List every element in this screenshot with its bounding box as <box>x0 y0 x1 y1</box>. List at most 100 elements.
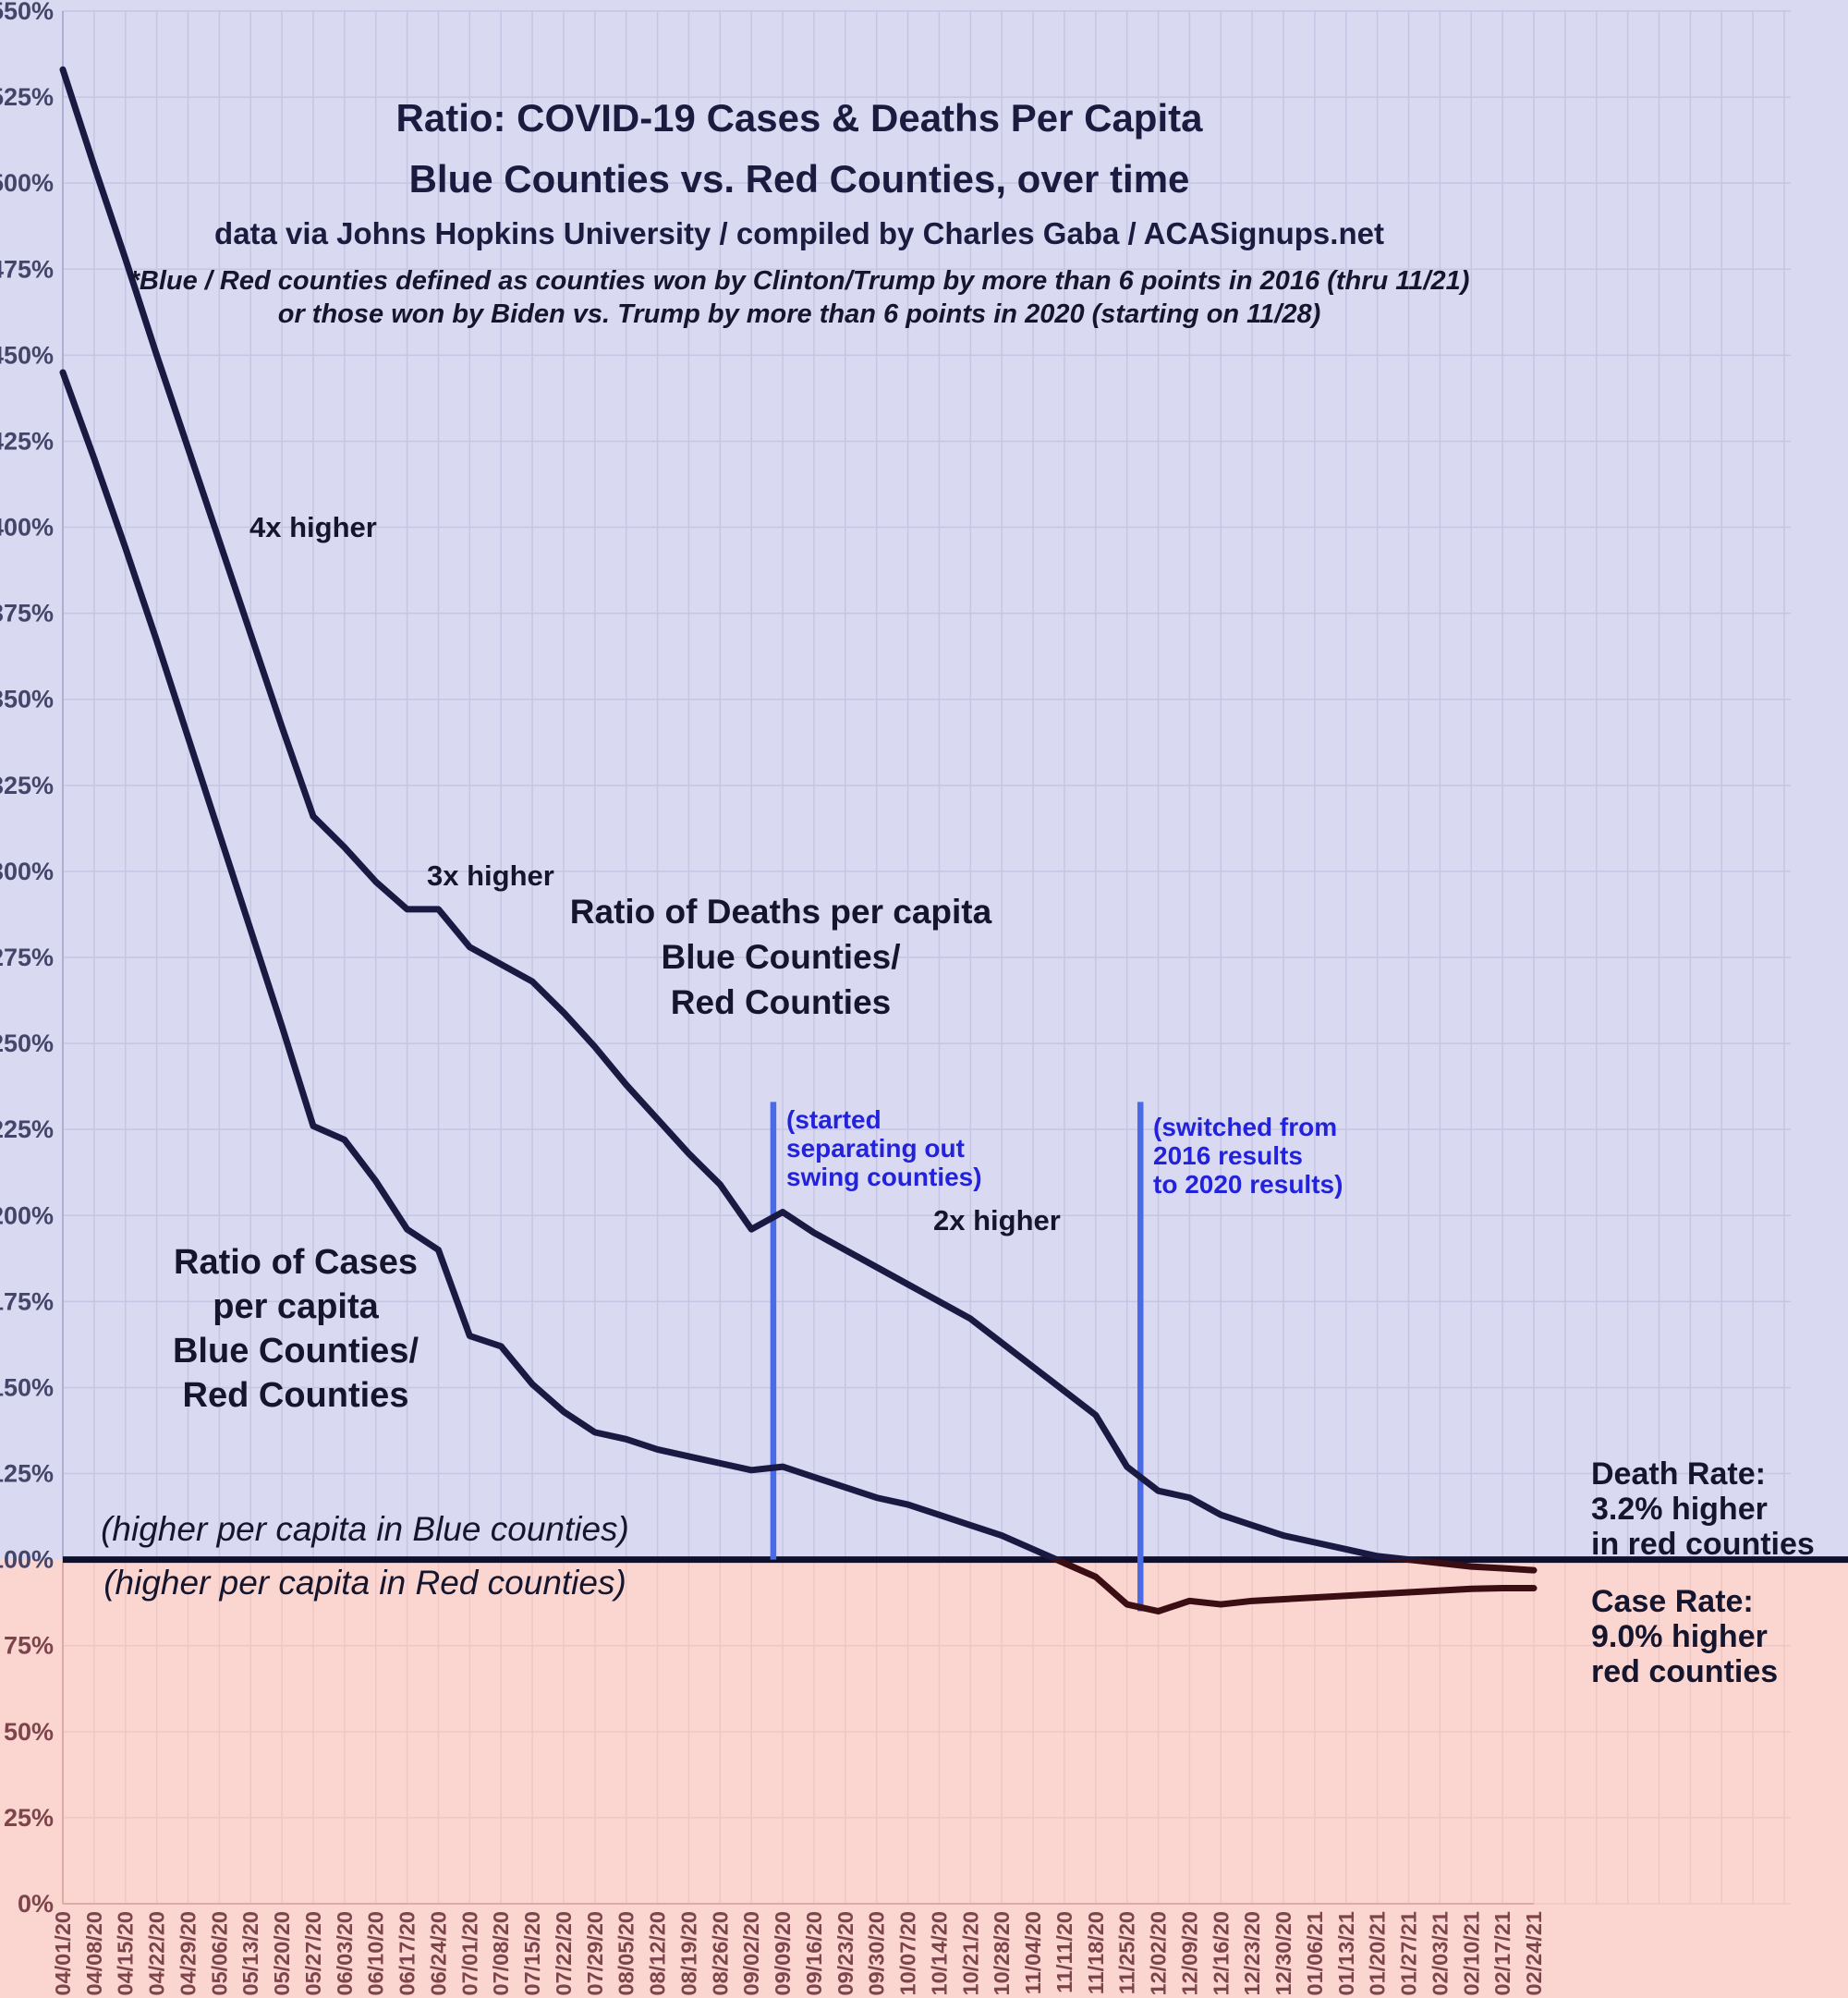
y-axis-tick-label: 75% <box>4 1632 54 1660</box>
x-axis-tick-label: 04/01/20 <box>51 1911 75 1995</box>
marker1-line1: (started <box>786 1105 881 1134</box>
marker2-annotation: (switched from 2016 results to 2020 resu… <box>1153 1113 1343 1199</box>
cases-series-label-line1: Ratio of Cases <box>174 1243 418 1282</box>
x-axis-tick-label: 01/20/21 <box>1366 1911 1390 1995</box>
x-axis-tick-label: 04/15/20 <box>114 1911 138 1995</box>
x-axis-tick-label: 02/10/21 <box>1459 1911 1483 1995</box>
y-axis-tick-label: 500% <box>0 169 54 197</box>
x-axis-tick-label: 05/27/20 <box>301 1911 325 1995</box>
x-axis-tick-label: 11/04/20 <box>1021 1911 1045 1994</box>
x-axis-tick-label: 07/08/20 <box>489 1911 513 1995</box>
y-axis-tick-label: 225% <box>0 1115 54 1143</box>
y-axis-tick-label: 300% <box>0 858 54 885</box>
y-axis-tick-label: 0% <box>18 1890 54 1918</box>
higher-in-blue-label: (higher per capita in Blue counties) <box>101 1510 629 1548</box>
x-axis-tick-label: 01/06/21 <box>1303 1911 1327 1995</box>
x-axis-tick-label: 09/09/20 <box>771 1911 795 1995</box>
cases-series-label-line4: Red Counties <box>182 1376 409 1415</box>
x-axis-tick-label: 07/15/20 <box>520 1911 544 1995</box>
annotation-2x-higher: 2x higher <box>933 1204 1061 1237</box>
x-axis-tick-label: 01/13/21 <box>1334 1911 1358 1995</box>
x-axis-tick-label: 02/17/21 <box>1490 1911 1514 1995</box>
x-axis-tick-label: 02/03/21 <box>1428 1911 1452 1995</box>
marker1-line2: separating out <box>786 1134 965 1163</box>
cases-ratio-line <box>59 369 1065 1560</box>
x-axis-tick-label: 06/17/20 <box>395 1911 419 1995</box>
case-rate-line2: 9.0% higher <box>1591 1619 1768 1654</box>
y-axis-tick-label: 200% <box>0 1201 54 1229</box>
chart-note-line2: or those won by Biden vs. Trump by more … <box>277 299 1321 329</box>
x-axis-tick-label: 08/19/20 <box>676 1911 700 1995</box>
marker2-line1: (switched from <box>1153 1113 1338 1141</box>
deaths-series-label: Ratio of Deaths per capita Blue Counties… <box>550 889 1012 1025</box>
x-axis-tick-label: 09/30/20 <box>865 1911 889 1995</box>
cases-ratio-line <box>1048 1559 1538 1614</box>
y-axis-tick-label: 150% <box>0 1373 54 1401</box>
x-axis-tick-label: 12/09/20 <box>1177 1911 1201 1995</box>
bg-red-region <box>0 1559 1848 1998</box>
death-rate-callout: Death Rate: 3.2% higher in red counties <box>1591 1456 1815 1562</box>
x-axis-tick-label: 04/08/20 <box>82 1911 106 1995</box>
annotation-4x-higher: 4x higher <box>249 511 377 543</box>
x-axis-tick-label: 08/12/20 <box>646 1911 670 1995</box>
higher-in-red-label: (higher per capita in Red counties) <box>103 1564 626 1602</box>
x-axis-tick-label: 10/07/20 <box>896 1911 920 1995</box>
y-axis-tick-label: 525% <box>0 83 54 111</box>
y-axis-tick-label: 375% <box>0 600 54 627</box>
cases-series-label-line3: Blue Counties/ <box>172 1332 419 1371</box>
x-axis-tick-label: 09/16/20 <box>802 1911 826 1995</box>
x-axis-tick-label: 05/20/20 <box>270 1911 294 1995</box>
x-axis-tick-label: 09/23/20 <box>833 1911 857 1995</box>
x-axis-tick-label: 08/05/20 <box>614 1911 638 1995</box>
death-rate-line3: in red counties <box>1591 1527 1815 1562</box>
case-rate-callout: Case Rate: 9.0% higher red counties <box>1591 1584 1778 1689</box>
x-axis-tick-label: 08/26/20 <box>708 1911 732 1995</box>
x-axis-tick-label: 11/25/20 <box>1115 1911 1139 1994</box>
y-axis-tick-label: 250% <box>0 1029 54 1057</box>
x-axis-tick-label: 06/10/20 <box>364 1911 388 1995</box>
x-axis-tick-label: 04/29/20 <box>176 1911 200 1995</box>
bg-blue-region <box>0 0 1848 1560</box>
x-axis-tick-label: 07/29/20 <box>583 1911 607 1995</box>
chart-note-line1: *Blue / Red counties defined as counties… <box>128 266 1470 296</box>
x-axis-tick-label: 02/24/21 <box>1522 1911 1546 1995</box>
x-axis-tick-label: 10/28/20 <box>990 1911 1014 1995</box>
x-axis-tick-label: 12/16/20 <box>1209 1911 1233 1995</box>
x-axis-tick-label: 07/22/20 <box>552 1911 576 1995</box>
x-axis-tick-label: 12/30/20 <box>1271 1911 1295 1995</box>
deaths-series-label-line3: Red Counties <box>670 983 892 1021</box>
y-axis-tick-label: 475% <box>0 255 54 283</box>
x-axis-tick-label: 12/23/20 <box>1240 1911 1264 1995</box>
deaths-ratio-line <box>59 66 1439 1560</box>
y-axis-tick-label: 550% <box>0 0 54 25</box>
y-axis-tick-label: 275% <box>0 944 54 971</box>
death-rate-line2: 3.2% higher <box>1591 1492 1768 1527</box>
marker2-line3: to 2020 results) <box>1153 1170 1343 1199</box>
marker1-line3: swing counties) <box>786 1163 982 1191</box>
x-axis-tick-label: 10/14/20 <box>927 1911 951 1995</box>
chart-title-line3: data via Johns Hopkins University / comp… <box>214 216 1384 250</box>
case-rate-line3: red counties <box>1591 1654 1779 1689</box>
x-axis-tick-label: 04/22/20 <box>145 1911 169 1995</box>
chart-title-line2: Blue Counties vs. Red Counties, over tim… <box>408 157 1190 201</box>
x-axis-tick-label: 11/11/20 <box>1052 1911 1076 1993</box>
y-axis-tick-label: 425% <box>0 427 54 455</box>
x-axis-tick-label: 12/02/20 <box>1147 1911 1171 1995</box>
marker2-line2: 2016 results <box>1153 1141 1303 1170</box>
y-axis-tick-label: 350% <box>0 686 54 713</box>
y-axis-tick-label: 25% <box>4 1804 54 1832</box>
x-axis-tick-label: 06/24/20 <box>426 1911 450 1995</box>
deaths-series-label-line2: Blue Counties/ <box>661 938 901 976</box>
x-axis-tick-label: 06/03/20 <box>333 1911 357 1995</box>
deaths-series-label-line1: Ratio of Deaths per capita <box>569 893 992 931</box>
x-axis-tick-label: 07/01/20 <box>457 1911 481 1995</box>
y-axis-tick-label: 50% <box>4 1718 54 1746</box>
x-axis-tick-label: 05/06/20 <box>207 1911 231 1995</box>
x-axis-tick-label: 01/27/21 <box>1397 1911 1421 1995</box>
death-rate-line1: Death Rate: <box>1591 1456 1766 1492</box>
annotation-3x-higher: 3x higher <box>427 859 554 892</box>
y-axis-tick-label: 100% <box>0 1546 54 1574</box>
gridlines <box>62 10 1791 1560</box>
